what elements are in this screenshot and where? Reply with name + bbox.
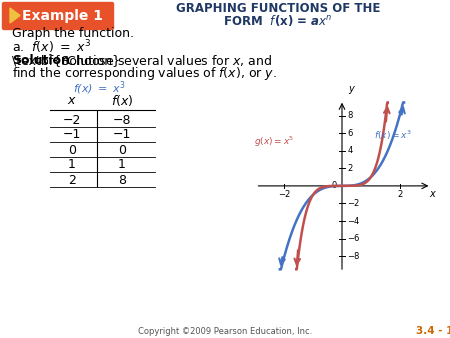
- Text: $\mathit{f}$($x$) $=$ $x^3$: $\mathit{f}$($x$) $=$ $x^3$: [73, 79, 126, 97]
- Text: Copyright ©2009 Pearson Education, Inc.: Copyright ©2009 Pearson Education, Inc.: [138, 327, 312, 336]
- Text: 0: 0: [332, 182, 337, 190]
- Text: −8: −8: [347, 252, 360, 261]
- Text: \textbf{Solution}: \textbf{Solution}: [12, 54, 120, 68]
- Text: −2: −2: [347, 199, 360, 208]
- Text: Example 1: Example 1: [22, 9, 104, 23]
- Text: −6: −6: [347, 234, 360, 243]
- Text: −4: −4: [347, 217, 360, 225]
- Text: 1: 1: [68, 159, 76, 171]
- Text: 2: 2: [347, 164, 352, 173]
- Text: $g(x) = x^5$: $g(x) = x^5$: [254, 135, 294, 149]
- Text: $x$: $x$: [67, 94, 77, 106]
- Text: 3.4 - 1: 3.4 - 1: [416, 326, 450, 336]
- Text: $y$: $y$: [348, 84, 356, 96]
- Text: find the corresponding values of $\mathit{f}$($x$), or $y$.: find the corresponding values of $\mathi…: [12, 66, 277, 82]
- Text: 8: 8: [118, 173, 126, 187]
- Text: Solution: Solution: [12, 54, 70, 68]
- Text: 0: 0: [68, 144, 76, 156]
- Text: FORM  $\mathit{f}$(x) = $\boldsymbol{ax^n}$: FORM $\mathit{f}$(x) = $\boldsymbol{ax^n…: [223, 14, 333, 28]
- FancyBboxPatch shape: [3, 2, 113, 29]
- Text: −2: −2: [278, 190, 290, 199]
- Text: 4: 4: [347, 146, 352, 155]
- Text: 6: 6: [347, 129, 352, 138]
- Text: Graph the function.: Graph the function.: [12, 26, 134, 40]
- Text: 0: 0: [118, 144, 126, 156]
- Text: $\mathit{f}$($x$): $\mathit{f}$($x$): [111, 93, 133, 107]
- Text: a.  $\mathit{f}$($x$) $=$ $x^3$: a. $\mathit{f}$($x$) $=$ $x^3$: [12, 38, 91, 56]
- Text: Choose several values for $x$, and: Choose several values for $x$, and: [63, 53, 272, 69]
- Text: 8: 8: [347, 111, 352, 120]
- Text: 1: 1: [118, 159, 126, 171]
- Text: GRAPHING FUNCTIONS OF THE: GRAPHING FUNCTIONS OF THE: [176, 1, 380, 15]
- Text: 2: 2: [68, 173, 76, 187]
- Text: $x$: $x$: [429, 189, 437, 199]
- Text: −2: −2: [63, 114, 81, 126]
- Text: −1: −1: [63, 128, 81, 142]
- Text: 2: 2: [397, 190, 402, 199]
- Text: −1: −1: [113, 128, 131, 142]
- Polygon shape: [10, 8, 20, 23]
- Text: −8: −8: [113, 114, 131, 126]
- Text: $f(x) = x^3$: $f(x) = x^3$: [374, 128, 411, 142]
